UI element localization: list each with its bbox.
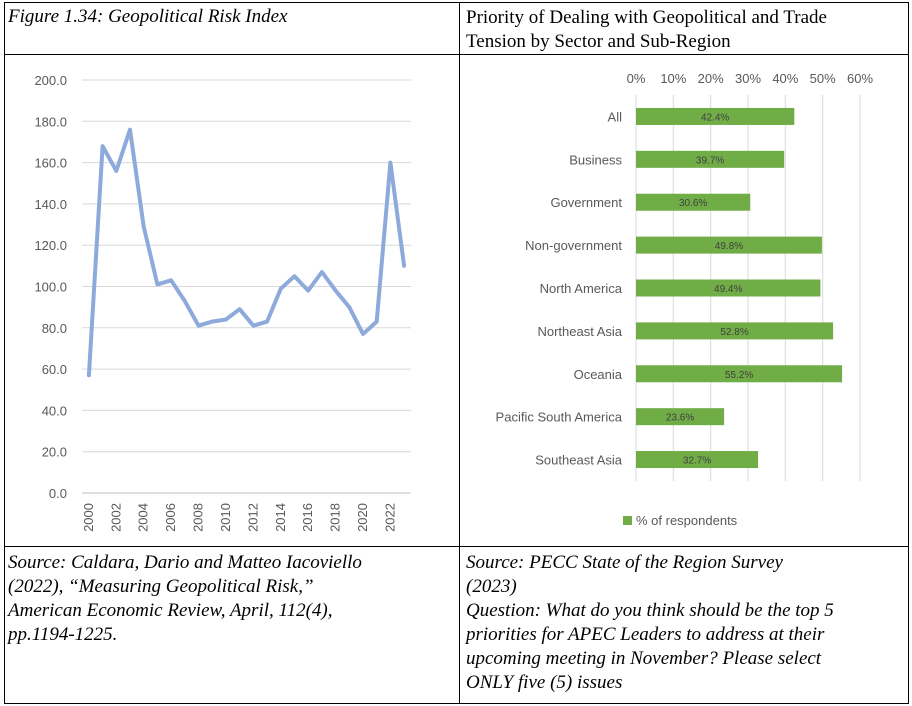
legend-swatch xyxy=(623,516,632,525)
category-label: Government xyxy=(550,195,622,210)
right-source-line: Source: PECC State of the Region Survey xyxy=(466,552,783,573)
y-tick-label: 160.0 xyxy=(34,156,67,171)
bar-data-label: 49.8% xyxy=(715,241,743,252)
right-source-line: upcoming meeting in November? Please sel… xyxy=(466,648,822,669)
bar-data-label: 32.7% xyxy=(683,456,711,467)
bar xyxy=(636,451,759,469)
x-tick-label: 2002 xyxy=(108,503,123,532)
bar-data-label: 55.2% xyxy=(725,370,753,381)
y-tick-label: 100.0 xyxy=(34,280,67,295)
table-divider-1 xyxy=(4,54,909,55)
x-tick-label: 2014 xyxy=(273,503,288,532)
right-source-line: priorities for APEC Leaders to address a… xyxy=(466,624,825,645)
x-tick-label: 50% xyxy=(810,71,836,86)
table-divider-mid xyxy=(459,2,460,704)
category-label: Oceania xyxy=(574,367,623,382)
right-source-note: Source: PECC State of the Region Survey … xyxy=(466,551,906,695)
bar xyxy=(636,408,725,426)
x-tick-label: 2010 xyxy=(218,503,233,532)
category-label: Non-government xyxy=(525,238,622,253)
right-title-line: Priority of Dealing with Geopolitical an… xyxy=(466,7,827,28)
x-tick-label: 2018 xyxy=(328,503,343,532)
x-tick-label: 2022 xyxy=(382,503,397,532)
left-source-line: pp.1194-1225. xyxy=(8,624,118,645)
table-border-top xyxy=(4,2,909,3)
series-line xyxy=(86,127,407,378)
y-tick-label: 200.0 xyxy=(34,73,67,88)
table-divider-2 xyxy=(4,546,909,547)
y-tick-label: 80.0 xyxy=(42,321,67,336)
left-source-line: (2022), “Measuring Geopolitical Risk,” xyxy=(8,576,314,597)
bar xyxy=(636,193,751,211)
x-tick-label: 60% xyxy=(847,71,873,86)
y-tick-label: 20.0 xyxy=(42,445,67,460)
left-source-line: Source: Caldara, Dario and Matteo Iacovi… xyxy=(8,552,362,573)
category-label: Southeast Asia xyxy=(535,453,622,468)
priority-bar-chart: 0% 10% 20% 30% 40% 50% 60% 42.4% All 39.7% Busines… xyxy=(496,71,874,528)
y-tick-label: 60.0 xyxy=(42,362,67,377)
bar xyxy=(636,150,785,168)
left-source-line: American Economic Review, April, 112(4), xyxy=(8,600,333,621)
y-tick-label: 40.0 xyxy=(42,403,67,418)
table-border-bottom xyxy=(4,703,909,704)
right-source-line: Question: What do you think should be th… xyxy=(466,600,834,621)
bar-data-label: 42.4% xyxy=(701,112,729,123)
bar xyxy=(636,107,795,125)
left-figure-title: Figure 1.34: Geopolitical Risk Index xyxy=(8,6,288,27)
x-tick-label: 2008 xyxy=(191,503,206,532)
bar-data-label: 30.6% xyxy=(679,198,707,209)
geopolitical-risk-line-chart: 0.0 20.0 40.0 60.0 80.0 100.0 120.0 140.0 160.0 1… xyxy=(34,73,411,532)
right-source-line: (2023) xyxy=(466,576,517,597)
x-tick-label: 40% xyxy=(772,71,798,86)
y-tick-label: 140.0 xyxy=(34,197,67,212)
y-tick-label: 0.0 xyxy=(49,486,67,501)
table-border-right xyxy=(908,2,909,704)
left-source-note: Source: Caldara, Dario and Matteo Iacovi… xyxy=(8,551,448,647)
bar xyxy=(636,279,821,297)
x-tick-label: 2020 xyxy=(355,503,370,532)
bar-data-label: 52.8% xyxy=(720,327,748,338)
category-label: Business xyxy=(569,152,622,167)
x-tick-label: 2006 xyxy=(163,503,178,532)
y-tick-label: 120.0 xyxy=(34,238,67,253)
right-title-line: Tension by Sector and Sub-Region xyxy=(466,31,731,52)
x-tick-label: 2004 xyxy=(136,503,151,532)
x-tick-label: 2000 xyxy=(81,503,96,532)
x-tick-label: 10% xyxy=(660,71,686,86)
bar-data-label: 49.4% xyxy=(714,284,742,295)
bar xyxy=(636,322,834,340)
right-source-line: ONLY five (5) issues xyxy=(466,672,623,693)
category-label: Northeast Asia xyxy=(537,324,622,339)
bar xyxy=(636,365,843,383)
category-label: All xyxy=(608,109,623,124)
x-tick-label: 30% xyxy=(735,71,761,86)
bar-data-label: 39.7% xyxy=(696,155,724,166)
x-tick-label: 2012 xyxy=(245,503,260,532)
table-border-left xyxy=(4,2,5,704)
x-tick-label: 0% xyxy=(627,71,646,86)
y-tick-label: 180.0 xyxy=(34,114,67,129)
legend-label: % of respondents xyxy=(636,513,738,528)
category-label: Pacific South America xyxy=(496,410,623,425)
x-tick-label: 2016 xyxy=(300,503,315,532)
bar-data-label: 23.6% xyxy=(666,413,694,424)
bar xyxy=(636,236,822,254)
category-label: North America xyxy=(540,281,623,296)
x-tick-label: 20% xyxy=(698,71,724,86)
right-figure-title: Priority of Dealing with Geopolitical an… xyxy=(466,6,896,54)
